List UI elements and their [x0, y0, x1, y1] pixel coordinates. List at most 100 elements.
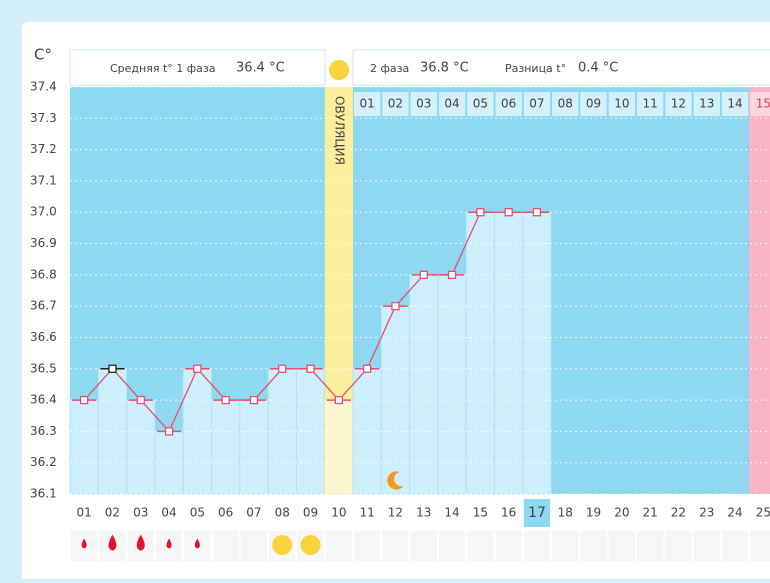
temp-point: [221, 395, 230, 405]
temp-point: [164, 427, 174, 436]
x-tick-label: 09: [303, 506, 318, 520]
y-tick-label: 36.6: [30, 330, 57, 344]
x-tick-label: 07: [246, 506, 261, 520]
symptom-cell: [721, 531, 749, 561]
y-tick-label: 37.3: [30, 111, 57, 125]
symptom-cell: [552, 531, 579, 561]
x-tick-label: 02: [105, 506, 120, 520]
diff-label: Разница t°: [505, 62, 566, 75]
phase2-day: 06: [501, 97, 516, 111]
symptom-cell: [382, 531, 409, 561]
x-tick-label: 08: [275, 506, 290, 520]
plot: 36.1 36.2 36.3 36.4 36.5 36.6 36.7 36.8 36.9 37.0…: [30, 80, 770, 561]
day-bar: [126, 399, 156, 495]
phase2-day-cell: [693, 92, 720, 116]
symptom-cell: [523, 531, 551, 561]
symptom-cell: [212, 531, 239, 561]
symptom-cell: [693, 531, 720, 561]
symptom-cell: [495, 531, 522, 561]
phase2-day: 13: [699, 97, 714, 111]
y-tick-label: 36.3: [30, 424, 57, 438]
x-tick-label: 18: [558, 506, 573, 520]
phase2-day-cell: [552, 92, 579, 116]
temp-point: [136, 395, 145, 405]
day-bar: [324, 399, 354, 495]
phase2-day: 08: [558, 97, 573, 111]
moon-icon: [387, 471, 404, 490]
phase1-box: [69, 49, 326, 86]
phase2-day: 07: [529, 97, 544, 111]
x-tick-label: 21: [643, 506, 658, 520]
y-tick-label: 37.2: [30, 142, 57, 156]
x-tick-label: 23: [699, 506, 714, 520]
drop-icon: [136, 534, 145, 551]
temp-point: [306, 364, 315, 373]
symptom-cell: [467, 531, 494, 561]
day-bar: [69, 399, 99, 495]
day-bar: [182, 368, 212, 495]
symptom-cell: [410, 531, 437, 561]
x-tick-label: 15: [473, 506, 488, 520]
temp-point: [447, 270, 457, 279]
phase2-day: 01: [360, 97, 375, 111]
day-bar: [267, 368, 297, 495]
ovulation-label: ОВУЛЯЦИЯ: [332, 96, 346, 165]
y-tick-label: 36.9: [30, 236, 57, 250]
x-tick-label: 24: [727, 506, 742, 520]
phase2-day-cell: [608, 92, 635, 116]
y-tick-label: 37.0: [30, 205, 57, 219]
phase2-day: 11: [643, 97, 658, 111]
sun-icon: [272, 535, 293, 555]
day-bar: [409, 274, 439, 495]
temp-point: [108, 364, 117, 373]
selected-day: [523, 499, 551, 527]
y-tick-label: 36.1: [30, 487, 57, 501]
x-tick-label: 22: [671, 506, 686, 520]
x-tick-label: 04: [161, 506, 176, 520]
phase2-day: 10: [614, 97, 629, 111]
x-tick-label: 25: [756, 506, 770, 520]
temp-point: [419, 270, 428, 279]
sun-icon: [300, 535, 321, 555]
symptom-cell: [608, 531, 635, 561]
diff-value: 0.4 °C: [578, 61, 618, 76]
phase1-label: Средняя t° 1 фаза: [110, 62, 216, 75]
y-tick-label: 36.7: [30, 299, 57, 313]
day-bar: [494, 211, 524, 495]
x-tick-label: 20: [614, 506, 629, 520]
phase2-day: 15: [756, 97, 770, 111]
x-tick-label: 06: [218, 506, 233, 520]
x-tick-label: 03: [133, 506, 148, 520]
temp-point: [249, 395, 259, 405]
phase2-value: 36.8 °C: [420, 61, 469, 76]
phase2-day-cell: [410, 92, 437, 116]
day-bar: [465, 211, 496, 495]
temp-point: [532, 208, 542, 217]
symptom-cell: [325, 531, 352, 561]
phase2-day-cell: [665, 92, 692, 116]
phase2-day-cell: [354, 92, 381, 116]
x-tick-label: 05: [190, 506, 205, 520]
phase1-value: 36.4 °C: [236, 61, 285, 76]
phase2-day: 09: [586, 97, 601, 111]
x-tick-label: 14: [444, 506, 459, 520]
drop-icon: [166, 538, 172, 549]
x-tick-label: 11: [360, 506, 375, 520]
temp-point: [504, 208, 513, 217]
phase2-day-cell: [495, 92, 522, 116]
y-tick-label: 36.8: [30, 267, 57, 281]
y-tick-label: 36.2: [30, 455, 57, 469]
phase2-day-cell: [580, 92, 607, 116]
day-bar: [154, 430, 184, 495]
phase2-day: 03: [416, 97, 431, 111]
phase2-day: 14: [727, 97, 742, 111]
x-tick-label: 19: [586, 506, 601, 520]
symptom-cell: [665, 531, 692, 561]
phase2-day-cell: [637, 92, 664, 116]
symptom-cell: [438, 531, 466, 561]
x-tick-label: 10: [331, 506, 346, 520]
temp-point: [476, 208, 485, 217]
phase2-day-cell: [382, 92, 409, 116]
temp-point: [80, 395, 89, 405]
y-tick-label: 36.4: [30, 393, 57, 407]
